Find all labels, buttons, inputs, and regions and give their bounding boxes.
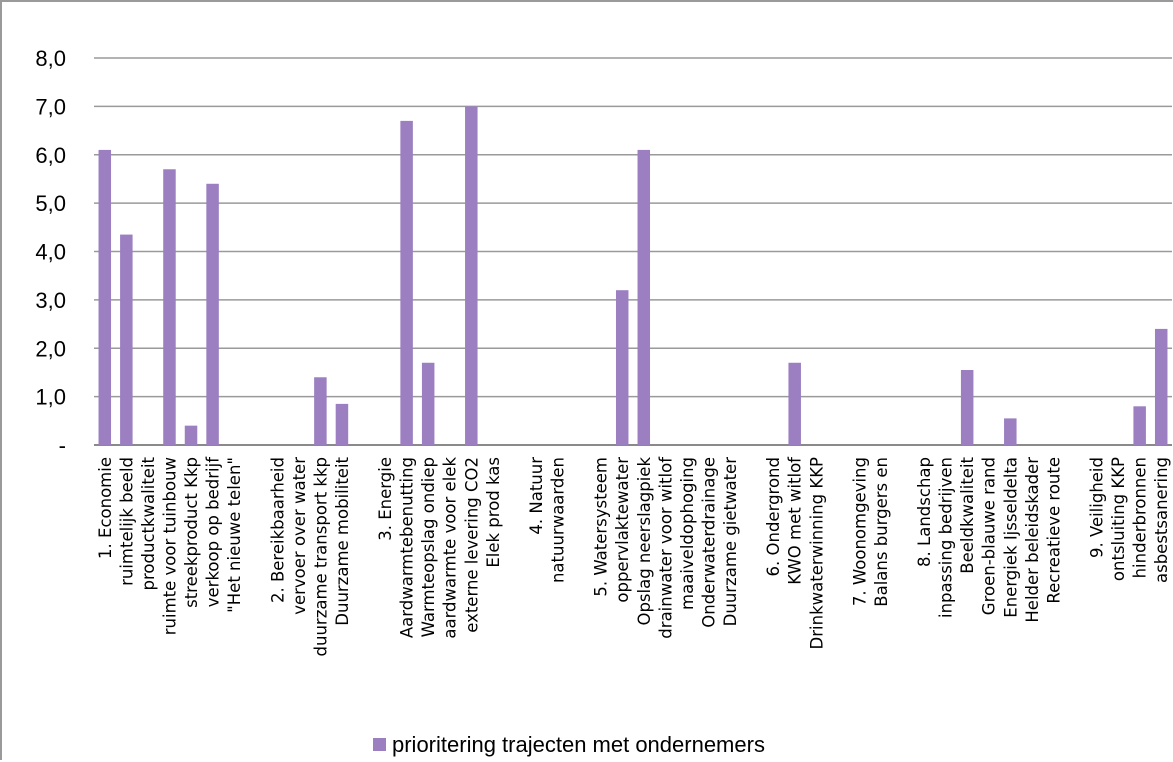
bar [615, 290, 629, 445]
y-tick-label: 7,0 [35, 94, 66, 119]
x-tick-label: 6. Ondergrond [764, 457, 783, 576]
x-tick-label: inpassing bedrijven [937, 457, 956, 618]
bars [98, 106, 1168, 445]
x-axis-ticks: 1. Economie ruimtelijk beeld productkwalit… [96, 456, 1171, 657]
x-tick-label: 7. Woonomgeving [850, 457, 869, 606]
x-tick-label: "Het nieuwe telen" [225, 457, 244, 613]
x-tick-label: vervoer over water [290, 457, 309, 615]
x-tick-label: ruimtelijk beeld [117, 457, 136, 586]
bar [120, 234, 133, 445]
y-tick-label: 8,0 [35, 46, 66, 71]
x-tick-label: verkoop op bedrijf [204, 456, 223, 607]
x-tick-label: duurzame transport kkp [311, 457, 330, 656]
bar [1004, 418, 1017, 445]
y-tick-label: 6,0 [35, 143, 66, 168]
y-tick-label: - [59, 433, 66, 458]
x-tick-label: KWO met witlof [786, 456, 805, 585]
x-tick-label: drainwater voor witlof [656, 456, 675, 639]
bar [465, 106, 478, 445]
x-tick-label: Energiek Ijsseldelta [1001, 457, 1020, 618]
x-tick-label: Warmteopslag ondiep [419, 457, 438, 637]
x-tick-label: asbestsanering [1152, 457, 1171, 583]
bar [184, 425, 198, 445]
y-tick-label: 1,0 [35, 385, 66, 410]
bar [421, 362, 435, 445]
bar [1154, 328, 1168, 445]
x-tick-label: externe levering CO2 [462, 457, 481, 633]
x-tick-label: 2. Bereikbaarheid [268, 457, 287, 603]
x-tick-label: Recreatieve route [1044, 457, 1063, 604]
x-tick-label: Opslag neerslagpiek [635, 457, 654, 626]
y-tick-label: 4,0 [35, 240, 66, 265]
x-tick-label: hinderbronnen [1131, 457, 1150, 578]
y-axis-ticks: - 1,0 2,0 3,0 4,0 5,0 6,0 7,0 8,0 [35, 46, 66, 458]
bar [637, 149, 651, 445]
x-tick-label: productkwaliteit [139, 456, 158, 590]
x-tick-label: Helder beleidskader [1023, 457, 1042, 623]
x-tick-label: Aardwarmtebenutting [398, 457, 417, 638]
legend-swatch [373, 738, 386, 751]
bar [1133, 406, 1146, 445]
x-tick-label: Drinkwaterwinning KKP [807, 457, 826, 649]
bar [788, 362, 801, 445]
x-tick-label: 1. Economie [96, 457, 115, 559]
x-tick-label: ruimte voor tuinbouw [160, 457, 179, 635]
y-tick-label: 5,0 [35, 191, 66, 216]
bar [400, 120, 413, 445]
bar [314, 377, 327, 445]
legend: prioritering trajecten met ondernemers [373, 732, 765, 757]
x-tick-label: Groen-blauwe rand [980, 457, 999, 615]
x-tick-label: 3. Energie [376, 457, 395, 541]
y-tick-label: 2,0 [35, 336, 66, 361]
legend-label: prioritering trajecten met ondernemers [392, 732, 765, 757]
x-tick-label: 8. Landschap [915, 457, 934, 567]
x-tick-label: 9. Veiligheid [1088, 457, 1107, 558]
x-tick-label: 5. Watersysteem [592, 457, 611, 597]
y-tick-label: 3,0 [35, 288, 66, 313]
x-tick-label: Beeldkwaliteit [958, 456, 977, 573]
x-tick-label: Balans burgers en [872, 457, 891, 607]
x-tick-label: oppervlaktewater [613, 457, 632, 603]
x-tick-label: ontsluiting KKP [1109, 457, 1128, 581]
x-tick-label: natuurwaarden [549, 457, 568, 583]
bar [206, 183, 219, 445]
x-tick-label: aardwarmte voor elek [441, 457, 460, 639]
x-tick-label: streekproduct Kkp [182, 457, 201, 608]
bar [163, 169, 176, 445]
x-tick-label: Onderwaterdrainage [699, 457, 718, 628]
bar [335, 403, 349, 445]
x-tick-label: Duurzame mobiliteit [333, 456, 352, 625]
gridlines [94, 57, 1172, 446]
x-tick-label: Duurzame gietwater [721, 457, 740, 627]
x-tick-label: Elek prod kas [484, 457, 503, 568]
x-tick-label: maaiveldophoging [678, 457, 697, 610]
x-tick-label: 4. Natuur [527, 457, 546, 535]
bar [960, 370, 974, 445]
bar [98, 149, 112, 445]
